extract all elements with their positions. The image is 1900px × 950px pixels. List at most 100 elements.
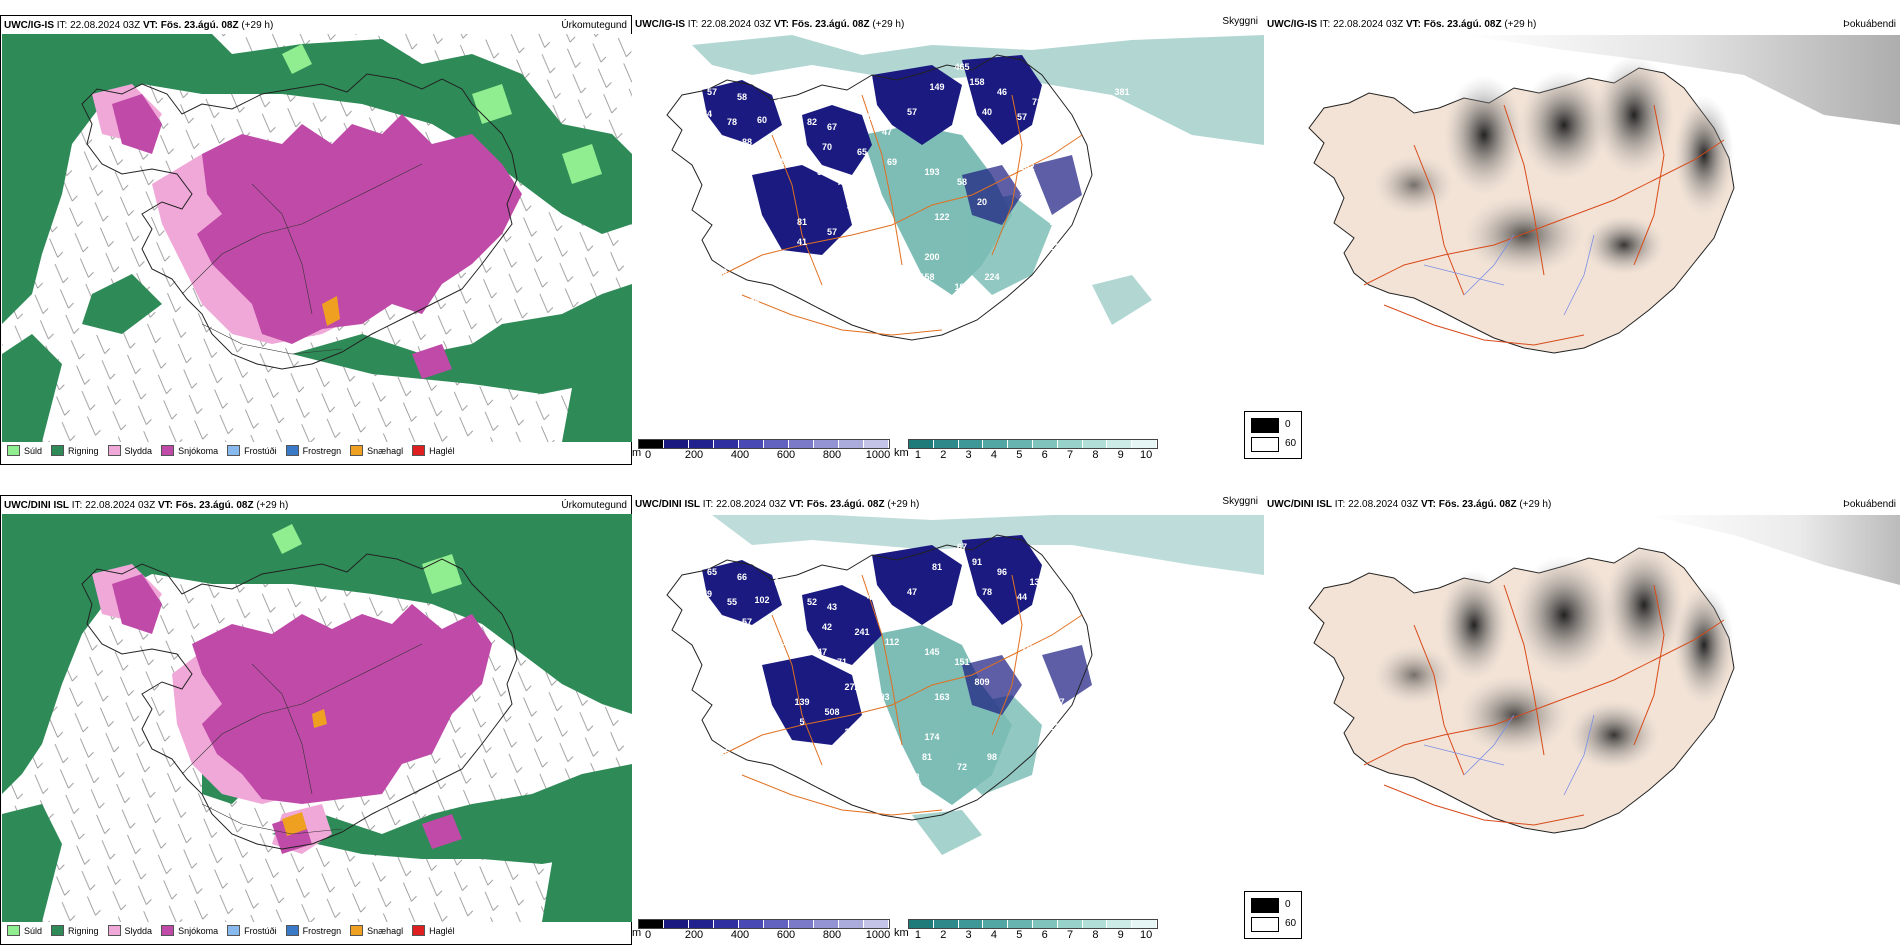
colorbar-unit: m xyxy=(632,447,642,459)
cloud-base-value-label: 52 xyxy=(867,112,877,122)
cloud-base-value-label: 82 xyxy=(807,287,817,297)
colorbar-tick-label: 6 xyxy=(1041,449,1048,461)
road-network xyxy=(721,94,1083,336)
cloud-base-value-label: 381 xyxy=(1114,87,1129,97)
legend-item: Rigning xyxy=(51,925,99,936)
cloud-base-value-label: 73 xyxy=(847,247,857,257)
colorbar-cell xyxy=(639,440,664,448)
cloud-base-value-label: 67 xyxy=(957,542,967,552)
cloud-visibility-panel: UWC/IG-IS IT: 22.08.2024 03Z VT: Fös. 23… xyxy=(632,15,1264,465)
lead-time: (+29 h) xyxy=(241,20,274,31)
cloud-base-value-label: 86 xyxy=(717,267,727,277)
colorbar-cell xyxy=(689,440,714,448)
cloud-base-value-label: 193 xyxy=(924,167,939,177)
cloud-base-value-label: 70 xyxy=(1022,642,1032,652)
colorbar-cell xyxy=(1008,920,1033,928)
cloud-base-value-label: 78 xyxy=(837,177,847,187)
colorbar-tick-label: 8 xyxy=(1092,929,1099,941)
fog-legend-label: 60 xyxy=(1285,438,1297,449)
cloud-base-value-label: 81 xyxy=(932,562,942,572)
cloud-base-value-label: 258 xyxy=(1054,252,1069,262)
it-label: IT: xyxy=(687,19,699,30)
cloud-base-value-label: 150 xyxy=(684,127,699,137)
colorbar-tick-label: 5 xyxy=(1016,929,1023,941)
colorbar-tick-label: 2 xyxy=(940,449,947,461)
colorbar-cell xyxy=(1082,440,1108,448)
cloud-base-value-label: 139 xyxy=(794,697,809,707)
cloud-base-colorbar: m 0 200 400 600 800 1000 xyxy=(632,917,892,943)
legend-swatch xyxy=(412,445,426,456)
cloud-base-value-label: 57 xyxy=(707,87,717,97)
snow-area xyxy=(112,574,492,854)
precip-type-panel: UWC/DINI ISL IT: 22.08.2024 03Z VT: Fös.… xyxy=(0,495,632,945)
cloud-base-value-label: 55 xyxy=(727,597,737,607)
cloud-base-value-label: 272 xyxy=(844,682,859,692)
model-name: UWC/IG-IS xyxy=(635,19,685,30)
cloud-base-value-label: 313 xyxy=(734,247,749,257)
cloud-base-value-label: 825 xyxy=(734,727,749,737)
legend-item: Frostúði xyxy=(227,445,277,456)
panel-header: UWC/IG-IS IT: 22.08.2024 03Z VT: Fös. 23… xyxy=(4,20,273,31)
colorbar-cell xyxy=(639,920,664,928)
cloud-base-value-label: 46 xyxy=(867,592,877,602)
cloud-base-value-label: 43 xyxy=(827,602,837,612)
cloud-base-value-label: 111 xyxy=(1090,577,1104,587)
panel-header: UWC/DINI ISL IT: 22.08.2024 03Z VT: Fös.… xyxy=(4,500,288,511)
cloud-base-value-label: 41 xyxy=(797,237,807,247)
colorbar-cell xyxy=(664,440,689,448)
legend-item: Slydda xyxy=(107,445,152,456)
cloud-base-value-label: 88 xyxy=(742,137,752,147)
cloud-base-value-label: 158 xyxy=(919,272,934,282)
cloud-base-value-label: 139 xyxy=(1049,217,1064,227)
colorbar-cell xyxy=(1107,440,1133,448)
colorbar-tick-label: 3 xyxy=(965,449,972,461)
fog-legend-label: 0 xyxy=(1285,899,1291,910)
cloud-base-value-label: 72 xyxy=(957,762,967,772)
cloud-base-value-label: 66 xyxy=(737,572,747,582)
legend-label: Frostregn xyxy=(302,925,342,936)
colorbar-tick-label: 3 xyxy=(965,929,972,941)
legend-label: Frostúði xyxy=(244,925,277,936)
vt-value: Fös. 23.ágú. 08Z xyxy=(1438,499,1517,510)
legend-label: Snæhagl xyxy=(367,925,404,936)
cloud-base-value-label: 465 xyxy=(954,62,969,72)
colorbar-unit: km xyxy=(894,927,909,939)
legend-item: Frostregn xyxy=(285,925,342,936)
cloud-base-value-label: 87 xyxy=(887,302,897,312)
cloud-base-value-label: 108 xyxy=(774,577,789,587)
model-name: UWC/DINI ISL xyxy=(635,499,700,510)
it-label: IT: xyxy=(1334,499,1346,510)
panel-title: Þokuábendi xyxy=(1843,19,1896,30)
cloud-base-value-label: 47 xyxy=(817,647,827,657)
cloud-base-value-label: 164 xyxy=(694,757,709,767)
colorbar-cell xyxy=(789,920,814,928)
cloud-base-value-label: 162 xyxy=(1019,162,1034,172)
colorbar-cell xyxy=(789,440,814,448)
cloud-base-value-label: 809 xyxy=(974,677,989,687)
cloud-base-value-label: 75 xyxy=(817,257,827,267)
colorbar-cell xyxy=(739,920,764,928)
colorbar-tick-label: 6 xyxy=(1041,929,1048,941)
colorbar-cell xyxy=(1008,440,1033,448)
colorbar-strip xyxy=(908,439,1158,449)
colorbar-tick-label: 1 xyxy=(914,929,921,941)
legend-swatch xyxy=(412,925,426,936)
cloud-base-value-label: 78 xyxy=(717,547,727,557)
cloud-base-value-label: 47 xyxy=(847,202,857,212)
cloud-base-value-label: 44 xyxy=(1017,592,1027,602)
offshore-fog xyxy=(1464,35,1900,125)
cloud-base-value-label: 128 xyxy=(904,772,919,782)
panel-header: UWC/DINI ISL IT: 22.08.2024 03Z VT: Fös.… xyxy=(635,499,919,510)
road-network xyxy=(181,643,423,835)
cloud-base-value-label: 76 xyxy=(1022,672,1032,682)
cloud-base-value-label: 204 xyxy=(844,727,859,737)
vt-value: Fös. 23.ágú. 08Z xyxy=(791,19,870,30)
cloud-base-value-label: 139 xyxy=(1029,577,1044,587)
colorbar-cell xyxy=(983,920,1009,928)
lead-time: (+29 h) xyxy=(887,499,920,510)
fog-legend-swatch xyxy=(1251,437,1279,452)
panel-title: Skyggni xyxy=(1222,496,1258,507)
cloud-base-value-label: 81 xyxy=(687,262,697,272)
cloud-base-value-label: 149 xyxy=(929,82,944,92)
